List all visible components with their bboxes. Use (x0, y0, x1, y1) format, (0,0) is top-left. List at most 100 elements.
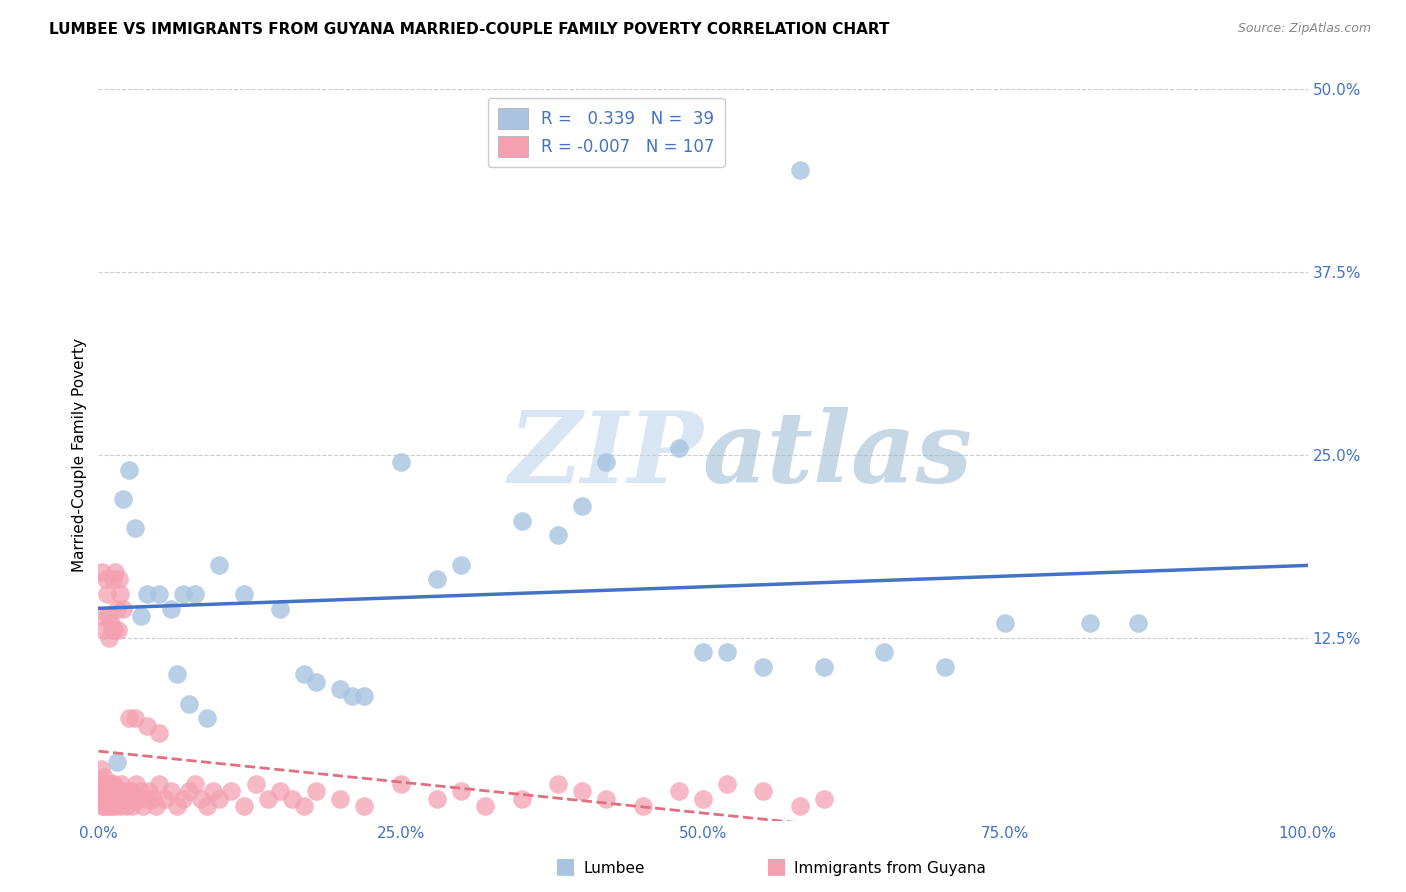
Point (96, 799, 118, 814)
Point (184, 777, 207, 791)
Point (221, 784, 243, 798)
Point (994, 616, 1017, 631)
Point (160, 784, 183, 798)
Text: ■: ■ (555, 856, 576, 876)
Text: LUMBEE VS IMMIGRANTS FROM GUYANA MARRIED-COUPLE FAMILY POVERTY CORRELATION CHART: LUMBEE VS IMMIGRANTS FROM GUYANA MARRIED… (49, 22, 890, 37)
Point (595, 791, 617, 805)
Point (127, 791, 149, 805)
Point (100, 799, 122, 814)
Point (120, 784, 142, 798)
Point (111, 491, 134, 506)
Point (110, 777, 132, 791)
Point (510, 514, 533, 528)
Point (91, 565, 114, 579)
Point (124, 711, 146, 725)
Point (90, 791, 112, 805)
Point (148, 726, 170, 740)
Point (752, 660, 775, 674)
Point (98, 784, 121, 798)
Point (389, 777, 412, 791)
Text: ■: ■ (766, 856, 787, 876)
Point (124, 521, 146, 535)
Point (105, 601, 128, 615)
Point (107, 791, 129, 805)
Point (98, 799, 121, 814)
Point (125, 777, 148, 791)
Point (208, 791, 231, 805)
Point (135, 587, 157, 601)
Point (195, 799, 218, 814)
Point (93, 624, 115, 638)
Point (142, 791, 165, 805)
Point (752, 784, 775, 798)
Point (111, 791, 134, 805)
Point (93, 799, 115, 814)
Point (105, 755, 128, 769)
Point (100, 777, 122, 791)
Point (474, 799, 496, 814)
Point (135, 791, 157, 805)
Point (166, 799, 188, 814)
Point (94, 572, 117, 586)
Point (1078, 616, 1101, 631)
Point (692, 645, 714, 659)
Legend: R =   0.339   N =  39, R = -0.007   N = 107: R = 0.339 N = 39, R = -0.007 N = 107 (488, 97, 724, 167)
Point (571, 784, 593, 798)
Point (179, 784, 201, 798)
Point (202, 784, 225, 798)
Y-axis label: Married-Couple Family Poverty: Married-Couple Family Poverty (72, 338, 87, 572)
Point (94, 777, 117, 791)
Point (129, 784, 152, 798)
Point (104, 565, 127, 579)
Point (97, 791, 120, 805)
Point (101, 572, 124, 586)
Point (547, 777, 569, 791)
Point (668, 441, 690, 455)
Point (108, 784, 131, 798)
Point (571, 499, 593, 513)
Point (547, 528, 569, 542)
Point (172, 587, 194, 601)
Point (135, 718, 157, 732)
Point (813, 660, 835, 674)
Point (292, 799, 315, 814)
Point (98, 631, 121, 645)
Point (107, 624, 129, 638)
Point (100, 624, 122, 638)
Point (789, 162, 811, 177)
Point (118, 791, 141, 805)
Point (132, 799, 155, 814)
Point (101, 791, 124, 805)
Point (114, 791, 136, 805)
Point (450, 558, 472, 572)
Point (96, 784, 118, 798)
Point (103, 791, 125, 805)
Point (108, 587, 131, 601)
Point (305, 784, 328, 798)
Point (281, 791, 304, 805)
Point (208, 558, 231, 572)
Point (269, 784, 291, 798)
Point (1128, 616, 1150, 631)
Point (138, 784, 160, 798)
Point (292, 667, 315, 681)
Point (118, 462, 141, 476)
Point (97, 608, 120, 623)
Point (148, 777, 170, 791)
Point (631, 799, 654, 814)
Point (96, 587, 118, 601)
Text: ZIP: ZIP (508, 407, 703, 503)
Point (100, 616, 122, 631)
Point (94, 791, 117, 805)
Point (813, 791, 835, 805)
Point (245, 777, 267, 791)
Point (93, 770, 115, 784)
Point (148, 587, 170, 601)
Point (91, 608, 114, 623)
Point (692, 791, 714, 805)
Point (450, 784, 472, 798)
Text: Lumbee: Lumbee (583, 861, 645, 876)
Point (172, 791, 194, 805)
Point (353, 799, 375, 814)
Point (91, 799, 114, 814)
